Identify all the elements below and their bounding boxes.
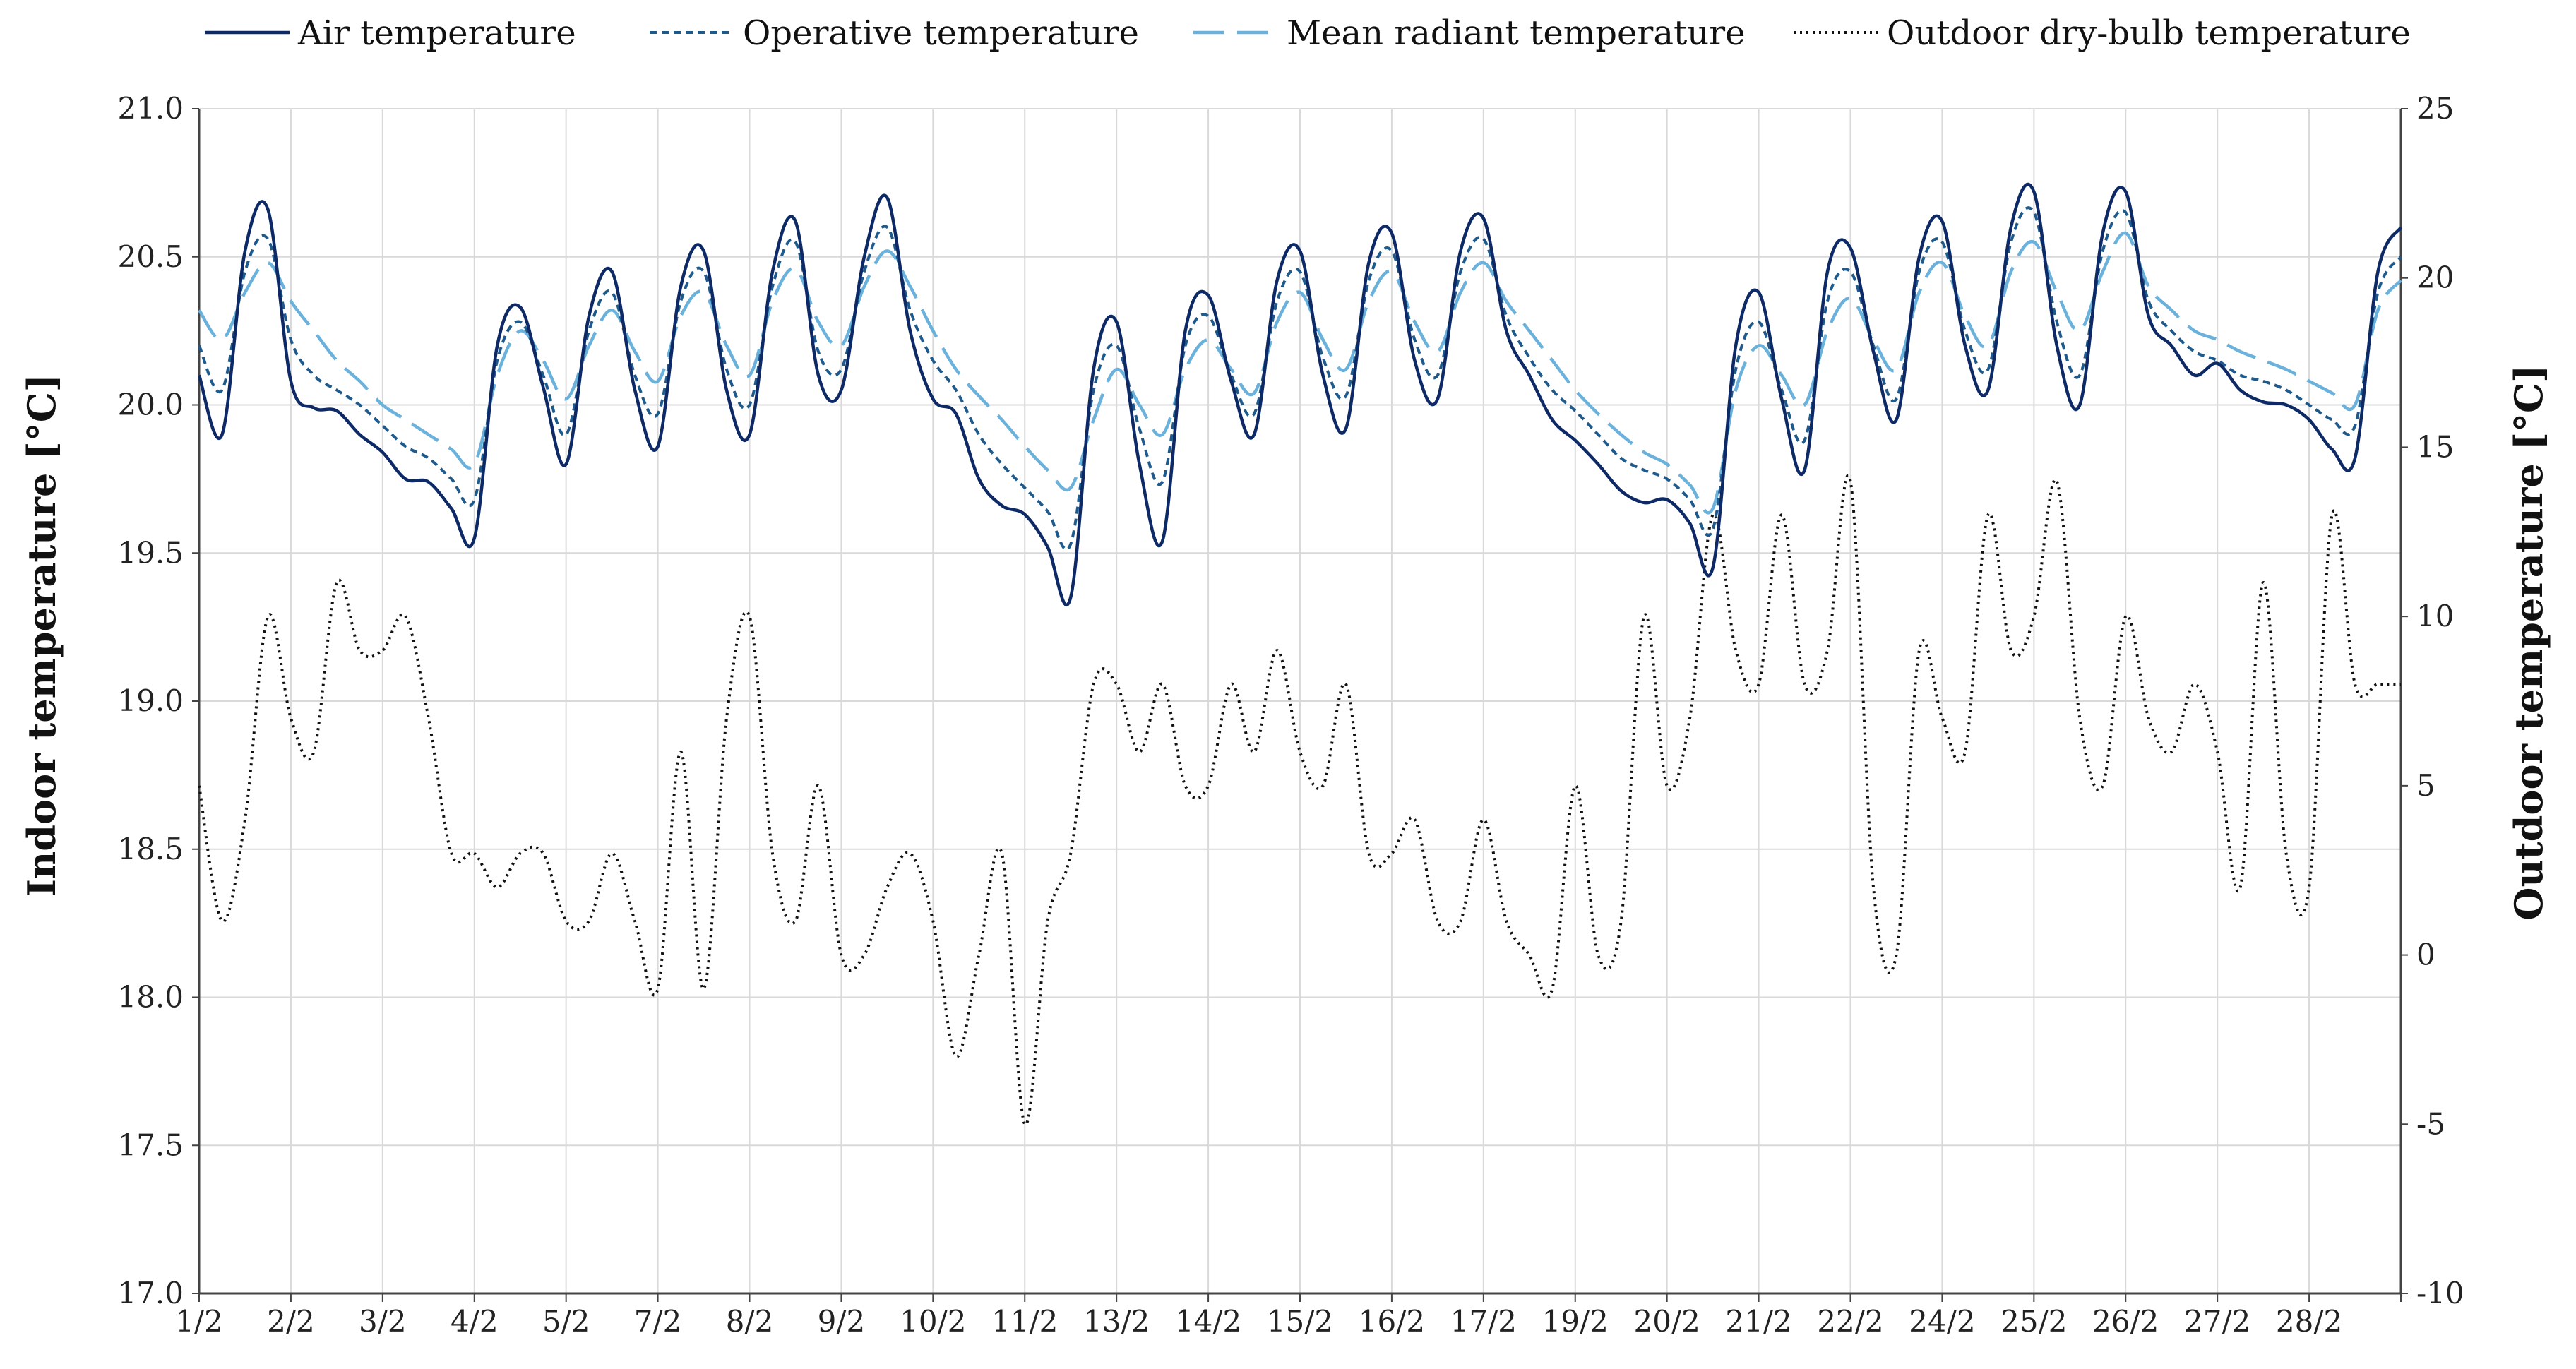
right-tick-label: 15 — [2416, 429, 2454, 464]
x-tick-label: 8/2 — [726, 1304, 774, 1339]
x-tick-label: 2/2 — [267, 1304, 315, 1339]
left-tick-label: 19.5 — [117, 535, 184, 570]
left-tick-label: 18.0 — [117, 980, 184, 1015]
x-tick-label: 26/2 — [2092, 1304, 2159, 1339]
y-right-axis-title: Outdoor temperature [°C] — [2506, 364, 2551, 920]
right-tick-label: -5 — [2416, 1106, 2445, 1141]
x-tick-label: 13/2 — [1083, 1304, 1150, 1339]
x-tick-label: 25/2 — [2000, 1304, 2067, 1339]
right-axis-ticks: -10 -5 0 5 10 15 20 25 — [2401, 91, 2464, 1310]
grid-lines — [199, 108, 2401, 1293]
x-tick-label: 14/2 — [1175, 1304, 1241, 1339]
x-axis-ticks: 1/2 2/2 3/2 4/2 5/2 7/2 8/2 9/2 10/2 11/2 13/2 14/2… — [175, 1293, 2402, 1339]
y-left-axis-title: Indoor temperature [°C] — [19, 374, 64, 897]
left-tick-label: 17.0 — [117, 1276, 184, 1310]
x-tick-label: 16/2 — [1359, 1304, 1425, 1339]
series-line-air-temperature — [197, 182, 2402, 606]
legend-label: Operative temperature — [743, 13, 1139, 53]
x-tick-label: 7/2 — [634, 1304, 682, 1339]
x-tick-label: 9/2 — [818, 1304, 866, 1339]
x-tick-label: 17/2 — [1450, 1304, 1517, 1339]
legend: Air temperature Operative temperature Mean… — [205, 13, 2411, 53]
x-tick-label: 11/2 — [991, 1304, 1058, 1339]
legend-label: Outdoor dry-bulb temperature — [1887, 13, 2411, 53]
legend-label: Air temperature — [297, 13, 576, 53]
x-tick-label: 27/2 — [2184, 1304, 2250, 1339]
x-tick-label: 15/2 — [1267, 1304, 1333, 1339]
right-tick-label: 0 — [2416, 938, 2435, 972]
right-tick-label: 20 — [2416, 261, 2454, 295]
x-tick-label: 22/2 — [1817, 1304, 1883, 1339]
x-tick-label: 10/2 — [900, 1304, 966, 1339]
left-tick-label: 20.5 — [117, 239, 184, 274]
right-tick-label: 10 — [2416, 599, 2454, 633]
series-line-mean-radiant-temperature — [198, 231, 2402, 515]
legend-label: Mean radiant temperature — [1287, 13, 1746, 53]
series-layer — [197, 182, 2402, 1126]
left-tick-label: 18.5 — [117, 832, 184, 866]
x-tick-label: 24/2 — [1909, 1304, 1975, 1339]
right-tick-label: 25 — [2416, 91, 2454, 126]
x-tick-label: 1/2 — [175, 1304, 223, 1339]
x-tick-label: 5/2 — [542, 1304, 590, 1339]
x-tick-label: 19/2 — [1542, 1304, 1609, 1339]
left-tick-label: 17.5 — [117, 1128, 184, 1162]
right-tick-label: 5 — [2416, 768, 2435, 803]
x-tick-label: 3/2 — [359, 1304, 407, 1339]
left-tick-label: 19.0 — [117, 683, 184, 718]
x-tick-label: 20/2 — [1634, 1304, 1700, 1339]
x-tick-label: 28/2 — [2276, 1304, 2342, 1339]
left-tick-label: 21.0 — [117, 91, 184, 126]
left-axis-ticks: 17.0 17.5 18.0 18.5 19.0 19.5 20.0 20.5 21.0 — [117, 91, 199, 1310]
x-tick-label: 4/2 — [451, 1304, 499, 1339]
x-tick-label: 21/2 — [1725, 1304, 1791, 1339]
right-tick-label: -10 — [2416, 1276, 2464, 1310]
left-tick-label: 20.0 — [117, 388, 184, 422]
